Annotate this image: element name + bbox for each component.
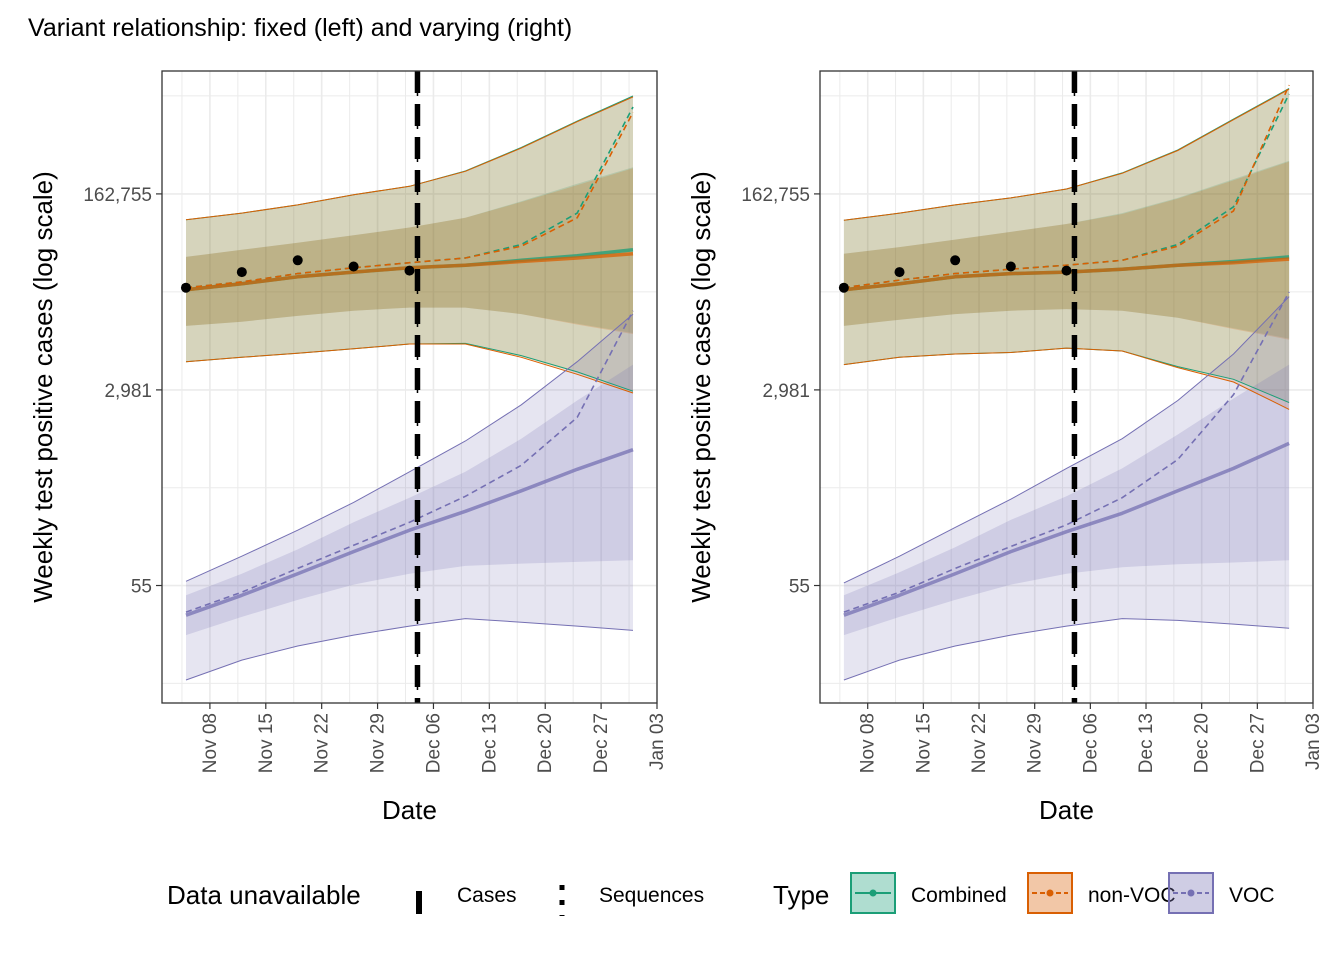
x-tick-label: Dec 13 xyxy=(1136,713,1157,773)
legend: Data unavailable Cases Sequences Type Co… xyxy=(167,872,1275,916)
band-edge-lower-non_voc xyxy=(185,343,634,394)
observed-point xyxy=(236,267,247,278)
legend-dot-combined xyxy=(869,889,877,897)
panel-border xyxy=(161,70,658,704)
band-edge-upper-voc xyxy=(185,313,634,582)
panel-fixed: 55 2,981 162,755 Nov 08 Nov 15 Nov 22 Nov 29 De… xyxy=(28,70,668,825)
band-edge-upper-voc xyxy=(843,296,1290,584)
y-tick-label: 162,755 xyxy=(83,185,152,206)
y-tick-label: 162,755 xyxy=(741,185,810,206)
observed-point xyxy=(348,261,359,272)
plot-background xyxy=(820,71,1313,703)
x-tick-label: Nov 22 xyxy=(312,713,333,773)
band-outer-non_voc xyxy=(186,96,633,394)
dashed-line-voc xyxy=(185,310,634,613)
x-tick-label: Dec 20 xyxy=(1192,713,1213,773)
x-tick-label: Jan 03 xyxy=(647,713,668,770)
legend-item-combined: Combined xyxy=(850,872,1007,914)
legend-title-type: Type xyxy=(773,880,829,910)
x-tick-label: Nov 08 xyxy=(200,713,221,773)
plot-background xyxy=(162,71,657,703)
band-outer-combined xyxy=(843,88,1290,403)
y-tick-label: 55 xyxy=(131,577,152,598)
y-axis-title: Weekly test positive cases (log scale) xyxy=(28,171,58,603)
band-edge-lower-voc xyxy=(185,618,634,681)
dashed-line-non_voc xyxy=(843,84,1290,289)
band-inner-voc xyxy=(186,364,633,636)
legend-label-combined: Combined xyxy=(911,884,1007,907)
observed-point xyxy=(1061,265,1072,276)
y-tick-label: 2,981 xyxy=(762,381,810,402)
x-tick-label: Nov 29 xyxy=(368,713,389,773)
dashed-line-voc xyxy=(843,291,1290,613)
band-inner-non_voc xyxy=(186,168,633,335)
observed-point xyxy=(292,255,303,266)
legend-item-non_voc: non-VOC xyxy=(1027,872,1176,914)
dashed-line-non_voc xyxy=(185,112,634,289)
x-tick-label: Nov 08 xyxy=(858,713,879,773)
band-outer-combined xyxy=(186,96,633,392)
y-tick-label: 55 xyxy=(789,577,810,598)
band-edge-lower-voc xyxy=(843,618,1290,681)
band-edge-upper-non_voc xyxy=(185,96,634,221)
observed-point xyxy=(404,265,415,276)
band-edge-upper-non_voc xyxy=(843,88,1290,221)
legend-label-cases: Cases xyxy=(457,884,517,907)
band-outer-voc xyxy=(843,296,1290,680)
y-tick-label: 2,981 xyxy=(104,381,152,402)
legend-item-voc: VOC xyxy=(1168,872,1275,914)
band-inner-combined xyxy=(186,167,633,334)
x-tick-label: Dec 27 xyxy=(1247,713,1268,773)
x-tick-label: Nov 15 xyxy=(256,713,277,773)
panel-varying: 55 2,981 162,755 Nov 08 Nov 15 Nov 22 Nov 29 De… xyxy=(686,70,1324,825)
observed-point xyxy=(838,282,849,293)
x-tick-label: Nov 29 xyxy=(1025,713,1046,773)
band-edge-lower-non_voc xyxy=(843,347,1290,410)
observed-point xyxy=(950,255,961,266)
observed-point xyxy=(1005,261,1016,272)
observed-point xyxy=(180,282,191,293)
x-tick-label: Dec 13 xyxy=(479,713,500,773)
median-line-voc xyxy=(843,441,1290,617)
figure-title: Variant relationship: fixed (left) and v… xyxy=(28,14,572,42)
band-inner-combined xyxy=(843,160,1290,339)
legend-label-sequences: Sequences xyxy=(599,884,704,907)
band-outer-non_voc xyxy=(843,89,1290,410)
x-axis-title: Date xyxy=(382,795,437,825)
legend-dot-voc xyxy=(1187,889,1195,897)
panel-border xyxy=(819,70,1314,704)
median-line-voc xyxy=(185,448,634,617)
legend-dot-non_voc xyxy=(1046,889,1054,897)
legend-label-non_voc: non-VOC xyxy=(1088,884,1176,907)
x-tick-label: Dec 06 xyxy=(423,713,444,773)
x-tick-label: Nov 15 xyxy=(913,713,934,773)
observed-point xyxy=(894,267,905,278)
x-tick-label: Nov 22 xyxy=(969,713,990,773)
x-tick-label: Dec 20 xyxy=(535,713,556,773)
x-axis-title: Date xyxy=(1039,795,1094,825)
legend-title-data-unavailable: Data unavailable xyxy=(167,880,361,910)
band-inner-non_voc xyxy=(843,161,1290,340)
x-tick-label: Jan 03 xyxy=(1303,713,1324,770)
y-axis-title: Weekly test positive cases (log scale) xyxy=(686,171,716,603)
band-outer-voc xyxy=(186,314,633,680)
x-tick-label: Dec 27 xyxy=(591,713,612,773)
legend-label-voc: VOC xyxy=(1229,884,1275,907)
band-inner-voc xyxy=(843,364,1290,636)
x-tick-label: Dec 06 xyxy=(1080,713,1101,773)
